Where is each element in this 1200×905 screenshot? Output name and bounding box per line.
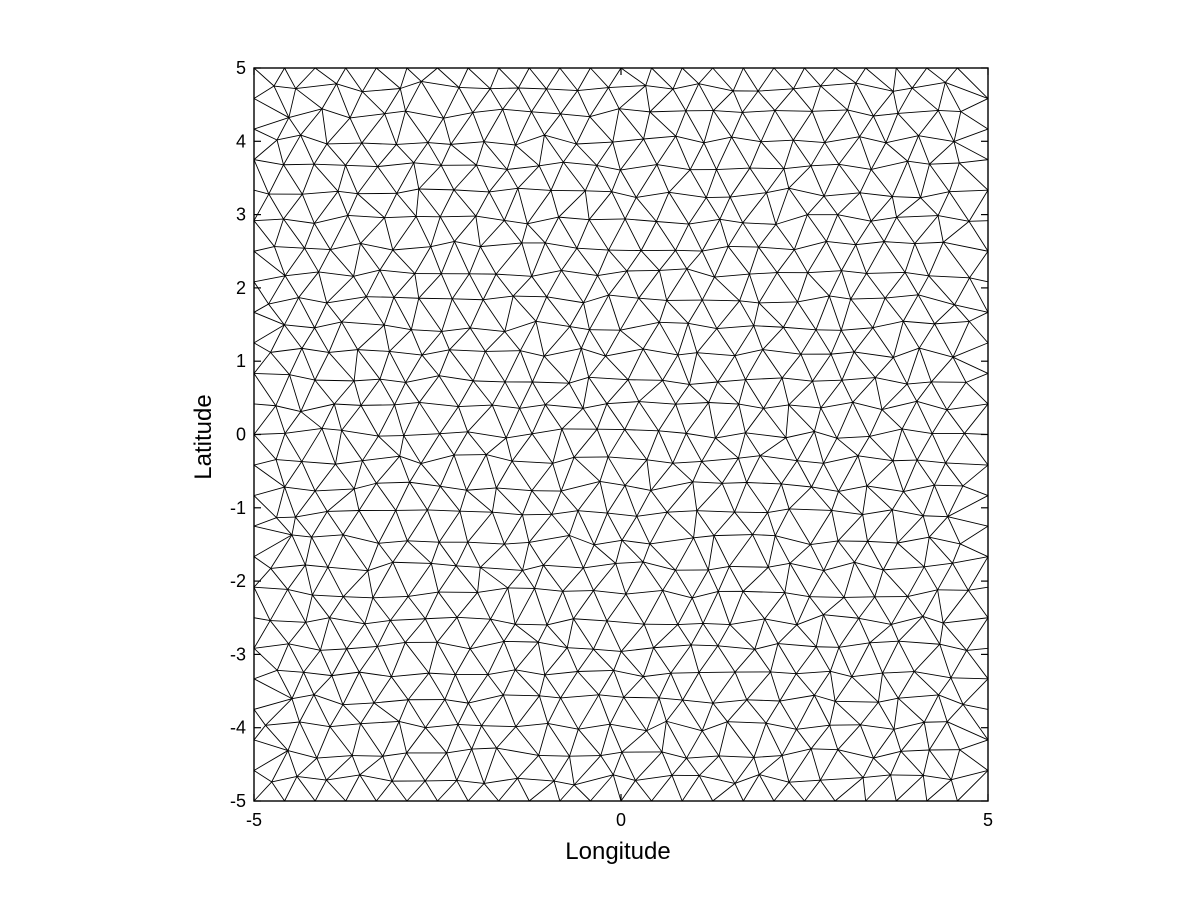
- mesh-edge: [924, 722, 947, 723]
- x-tick-label: -5: [246, 810, 262, 830]
- y-tick-label: 2: [236, 278, 246, 298]
- y-tick-label: 0: [236, 425, 246, 445]
- x-tick-label: 0: [616, 810, 626, 830]
- y-tick-label: 1: [236, 351, 246, 371]
- mesh-edge: [969, 221, 988, 222]
- mesh-edge: [378, 436, 403, 437]
- x-tick-label: 5: [983, 810, 993, 830]
- mesh-edge: [627, 270, 659, 271]
- mesh-edge: [735, 512, 768, 513]
- mesh-edge: [816, 330, 841, 331]
- mesh-edge: [361, 405, 395, 406]
- y-tick-label: -3: [230, 644, 246, 664]
- mesh-edge: [570, 756, 601, 757]
- y-axis-label: Latitude: [190, 394, 217, 479]
- y-tick-label: -2: [230, 571, 246, 591]
- mesh-edge: [589, 330, 620, 331]
- mesh-edge: [706, 197, 730, 198]
- y-tick-label: 4: [236, 131, 246, 151]
- mesh-edge: [419, 298, 452, 299]
- y-tick-label: 5: [236, 58, 246, 78]
- y-tick-label: -1: [230, 498, 246, 518]
- y-tick-label: -4: [230, 718, 246, 738]
- y-tick-label: -5: [230, 791, 246, 811]
- mesh-edge: [728, 246, 758, 247]
- mesh-edge: [844, 597, 875, 598]
- mesh-edge: [671, 673, 699, 674]
- mesh-edge: [628, 380, 663, 381]
- x-axis-label: Longitude: [565, 838, 670, 865]
- y-tick-label: 3: [236, 205, 246, 225]
- mesh-edge: [624, 697, 659, 698]
- mesh-edge: [609, 250, 642, 251]
- mesh-edge: [816, 647, 839, 648]
- mesh-edge: [425, 780, 457, 781]
- mesh-edge: [284, 164, 314, 165]
